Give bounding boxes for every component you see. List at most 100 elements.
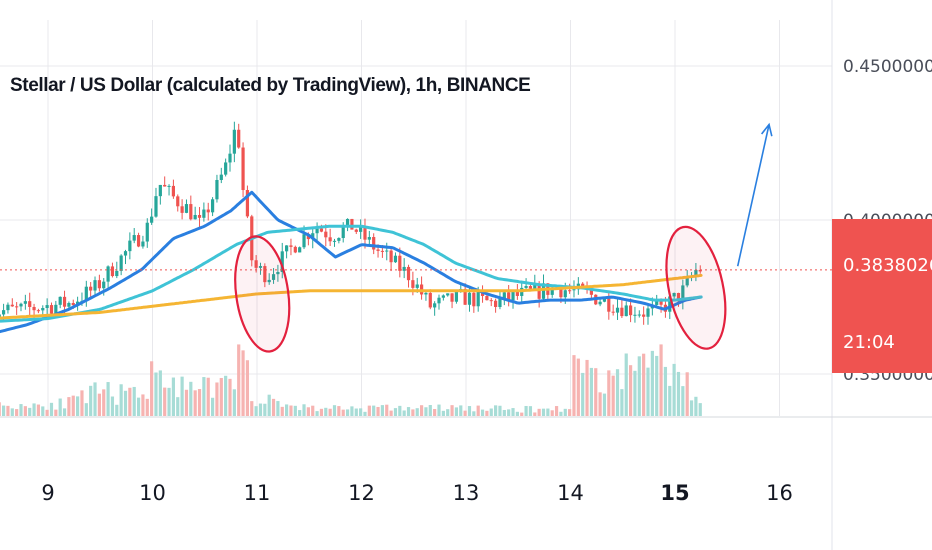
candle-body bbox=[515, 291, 519, 296]
volume-bar bbox=[472, 411, 476, 416]
candle-body bbox=[480, 291, 485, 296]
volume-bar bbox=[620, 389, 624, 416]
volume-bar bbox=[176, 397, 180, 416]
volume-bar bbox=[145, 398, 149, 416]
candle-body bbox=[694, 269, 698, 277]
time-tick-label: 11 bbox=[244, 481, 271, 505]
volume-bar bbox=[215, 382, 219, 416]
trend-arrow-head bbox=[760, 122, 773, 137]
volume-bar bbox=[341, 409, 345, 416]
candle-body bbox=[245, 190, 250, 217]
candle-body bbox=[642, 314, 646, 317]
candle-body bbox=[119, 255, 123, 271]
candle-body bbox=[189, 204, 193, 220]
volume-bar bbox=[650, 350, 654, 416]
volume-bar bbox=[655, 355, 659, 416]
candle-body bbox=[193, 214, 197, 220]
volume-bar bbox=[354, 408, 358, 416]
candle-body bbox=[228, 153, 232, 163]
volume-bar bbox=[624, 353, 628, 416]
volume-bar bbox=[393, 408, 398, 416]
volume-bar bbox=[180, 376, 184, 416]
volume-bar bbox=[433, 409, 437, 416]
candle-body bbox=[602, 298, 607, 302]
volume-bar bbox=[302, 404, 306, 416]
candle-body bbox=[524, 286, 528, 288]
volume-bar bbox=[541, 408, 546, 416]
volume-bar bbox=[428, 404, 432, 416]
candle-body bbox=[494, 300, 498, 307]
volume-bar bbox=[607, 370, 611, 416]
moving-average-line bbox=[0, 190, 703, 334]
candle-body bbox=[163, 184, 167, 187]
candle-body bbox=[49, 305, 54, 314]
volume-bar bbox=[576, 358, 580, 416]
volume-bar bbox=[402, 410, 406, 416]
chart-title: Stellar / US Dollar (calculated by Tradi… bbox=[10, 75, 530, 96]
candle-body bbox=[289, 245, 293, 247]
candle-body bbox=[84, 286, 88, 301]
volume-bar bbox=[224, 375, 228, 416]
volume-bar bbox=[668, 385, 672, 416]
candle-body bbox=[385, 250, 389, 252]
last-price-value: 0.38380265 bbox=[843, 255, 932, 276]
candle-body bbox=[302, 234, 306, 248]
candle-body bbox=[659, 301, 663, 305]
volume-bar bbox=[228, 378, 232, 416]
volume-bar bbox=[119, 384, 123, 416]
candle-body bbox=[620, 307, 624, 317]
candle-body bbox=[167, 185, 171, 187]
volume-bar bbox=[642, 353, 646, 416]
volume-bar bbox=[267, 394, 271, 416]
candle-body bbox=[141, 241, 145, 247]
volume-bar bbox=[97, 393, 101, 416]
candle-body bbox=[319, 228, 324, 232]
candle-body bbox=[637, 314, 641, 316]
volume-bar bbox=[628, 365, 633, 416]
volume-bar bbox=[184, 389, 189, 416]
volume-bar bbox=[359, 408, 363, 416]
volume-bar bbox=[511, 408, 515, 416]
volume-bar bbox=[80, 390, 84, 416]
volume-bar bbox=[367, 405, 371, 416]
candle-body bbox=[646, 308, 650, 317]
candle-body bbox=[476, 291, 480, 307]
candlesticks bbox=[0, 121, 702, 325]
volume-bar bbox=[598, 392, 602, 416]
candle-body bbox=[298, 247, 302, 253]
volume-bar bbox=[376, 406, 380, 416]
volume-bar bbox=[171, 377, 175, 416]
candle-body bbox=[1, 310, 6, 315]
volume-bar bbox=[150, 361, 154, 416]
volume-bar bbox=[345, 409, 350, 416]
candle-body bbox=[450, 293, 454, 302]
trend-arrow bbox=[736, 124, 770, 267]
volume-bar bbox=[459, 405, 463, 416]
candle-body bbox=[206, 209, 210, 213]
volume-bar bbox=[507, 409, 511, 416]
volume-bar bbox=[54, 409, 58, 416]
candle-body bbox=[41, 308, 45, 311]
highlight-ellipse bbox=[665, 225, 727, 350]
candle-body bbox=[158, 184, 162, 197]
candle-body bbox=[411, 280, 415, 288]
candle-body bbox=[97, 280, 101, 289]
time-axis[interactable]: 9 10 11 12 13 14 15 16 bbox=[41, 481, 793, 505]
last-price-badge: 0.38380265 21:04 bbox=[832, 219, 932, 373]
time-tick-label: 16 bbox=[766, 481, 793, 505]
candle-body bbox=[572, 289, 576, 291]
volume-bar bbox=[380, 405, 384, 416]
candle-body bbox=[541, 283, 546, 299]
volume-bar bbox=[193, 390, 197, 416]
volume-bar bbox=[594, 368, 598, 416]
candle-body bbox=[485, 295, 489, 301]
volume-bar bbox=[550, 410, 554, 416]
volume-bar bbox=[276, 401, 280, 416]
time-tick-label: 12 bbox=[348, 481, 375, 505]
volume-bar bbox=[0, 402, 1, 416]
candle-body bbox=[376, 249, 380, 251]
volume-bar bbox=[293, 405, 297, 416]
candle-body bbox=[337, 238, 341, 241]
